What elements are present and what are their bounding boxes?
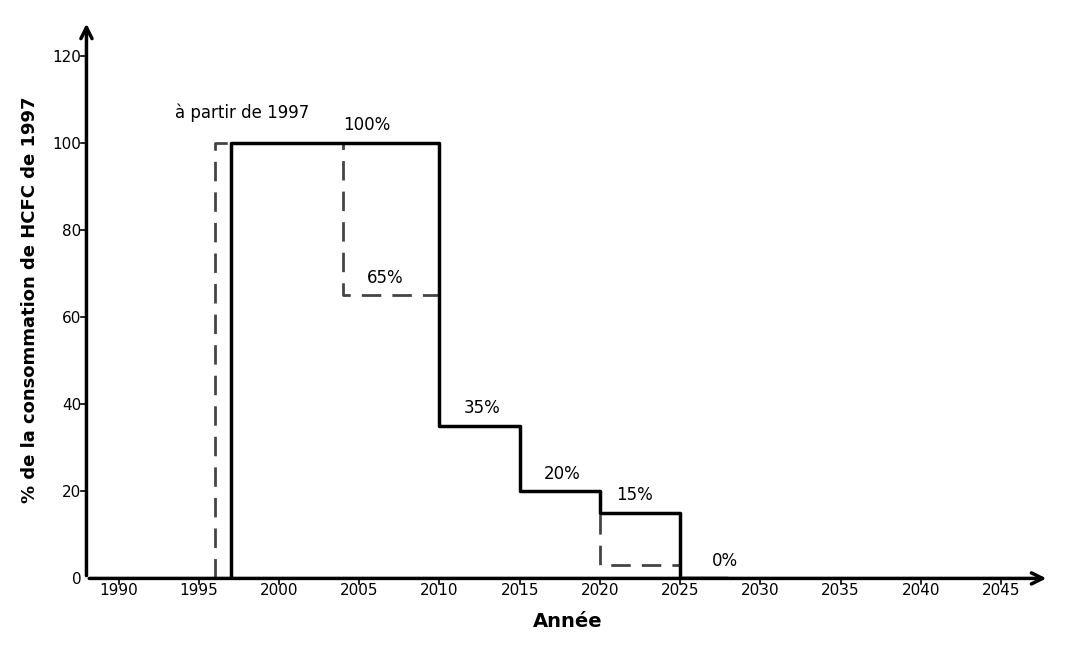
Text: 0%: 0% (713, 552, 738, 570)
Text: 20%: 20% (544, 465, 581, 482)
Text: à partir de 1997: à partir de 1997 (174, 103, 309, 121)
X-axis label: Année: Année (533, 612, 602, 631)
Text: 65%: 65% (367, 269, 403, 287)
Text: 15%: 15% (616, 486, 653, 505)
Text: 100%: 100% (343, 116, 391, 134)
Text: 35%: 35% (463, 399, 501, 417)
Y-axis label: % de la consommation de HCFC de 1997: % de la consommation de HCFC de 1997 (20, 96, 39, 503)
